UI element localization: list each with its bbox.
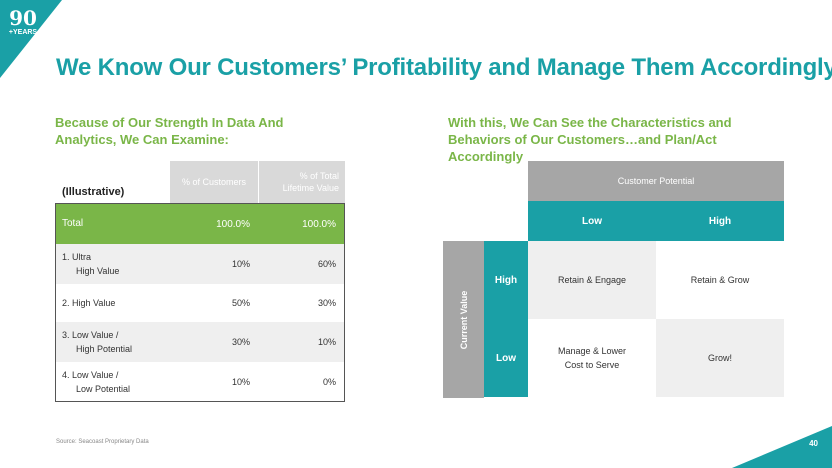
left-heading-line: Because of Our Strength In Data And (55, 115, 284, 130)
table-row: 2. High Value 50% 30% (56, 284, 344, 322)
left-heading: Because of Our Strength In Data And Anal… (55, 114, 315, 148)
row-label: 4. Low Value / Low Potential (62, 368, 130, 396)
row-label: 3. Low Value / High Potential (62, 328, 132, 356)
matrix-side-label: Current Value (458, 290, 469, 349)
row-value-customers: 30% (231, 337, 250, 347)
col-header-customers: % of Customers (170, 161, 258, 203)
table-row: 1. Ultra High Value 10% 60% (56, 244, 344, 284)
row-label-line: 1. Ultra (62, 252, 92, 262)
col-header-text: % of Customers (181, 177, 247, 187)
profitability-table: Total 100.0% 100.0% 1. Ultra High Value … (55, 203, 345, 402)
matrix-header-customer-potential: Customer Potential (528, 161, 784, 201)
matrix-col-high: High (656, 201, 784, 241)
table-row: 3. Low Value / High Potential 30% 10% (56, 322, 344, 362)
illustrative-note: (Illustrative) (62, 186, 125, 198)
page-number: 40 (809, 439, 818, 448)
right-heading-line: Behaviors of Our Customers…and Plan/Act … (448, 132, 717, 164)
row-label: 2. High Value (62, 298, 116, 308)
matrix-cell-line: Manage & Lower (557, 346, 627, 356)
table-row: 4. Low Value / Low Potential 10% 0% (56, 362, 344, 401)
row-value-lifetime: 0% (322, 376, 336, 387)
right-heading: With this, We Can See the Characteristic… (448, 114, 788, 165)
row-label: 1. Ultra High Value (62, 250, 119, 278)
matrix-cell-manage-lower: Manage & Lower Cost to Serve (528, 319, 656, 397)
right-heading-line: With this, We Can See the Characteristic… (448, 115, 732, 130)
matrix-side-header: Current Value (443, 241, 484, 398)
page-title: We Know Our Customers’ Profitability and… (56, 54, 832, 81)
row-value-customers: 50% (231, 298, 250, 308)
row-value-customers: 10% (231, 259, 250, 269)
col-header-text: Lifetime Value (282, 183, 339, 193)
left-heading-line: Analytics, We Can Examine: (55, 132, 229, 147)
row-value-lifetime: 30% (317, 298, 336, 308)
matrix-cell-retain-grow: Retain & Grow (656, 241, 784, 319)
matrix-cell-line: Cost to Serve (564, 360, 620, 370)
row-label-line: High Potential (76, 344, 133, 354)
logo-label: +YEARS (8, 29, 38, 36)
matrix-cell-retain-engage: Retain & Engage (528, 241, 656, 319)
matrix-cell-grow: Grow! (656, 319, 784, 397)
row-label-line: Low Potential (76, 383, 131, 394)
row-label-line: High Value (76, 266, 120, 276)
col-header-text: % of Total (299, 171, 339, 181)
row-value-lifetime: 10% (317, 337, 336, 347)
table-row-total: Total 100.0% 100.0% (56, 204, 344, 244)
col-header-lifetime-value: % of Total Lifetime Value (259, 161, 345, 203)
logo: 90 +YEARS (4, 8, 42, 37)
corner-accent-bottom (732, 426, 832, 468)
row-label-line: 4. Low Value / (62, 369, 119, 380)
corner-accent-top (0, 0, 62, 78)
matrix-row-high: High (484, 241, 528, 319)
row-value-lifetime: 100.0% (302, 218, 336, 230)
row-label-line: 3. Low Value / (62, 330, 119, 340)
row-label: Total (62, 218, 84, 229)
row-value-customers: 100.0% (216, 218, 250, 230)
source-note: Source: Seacoast Proprietary Data (56, 439, 149, 445)
matrix-row-low: Low (484, 319, 528, 397)
matrix-col-low: Low (528, 201, 656, 241)
row-value-lifetime: 60% (317, 259, 336, 269)
row-value-customers: 10% (231, 376, 250, 387)
logo-number: 90 (9, 6, 37, 30)
